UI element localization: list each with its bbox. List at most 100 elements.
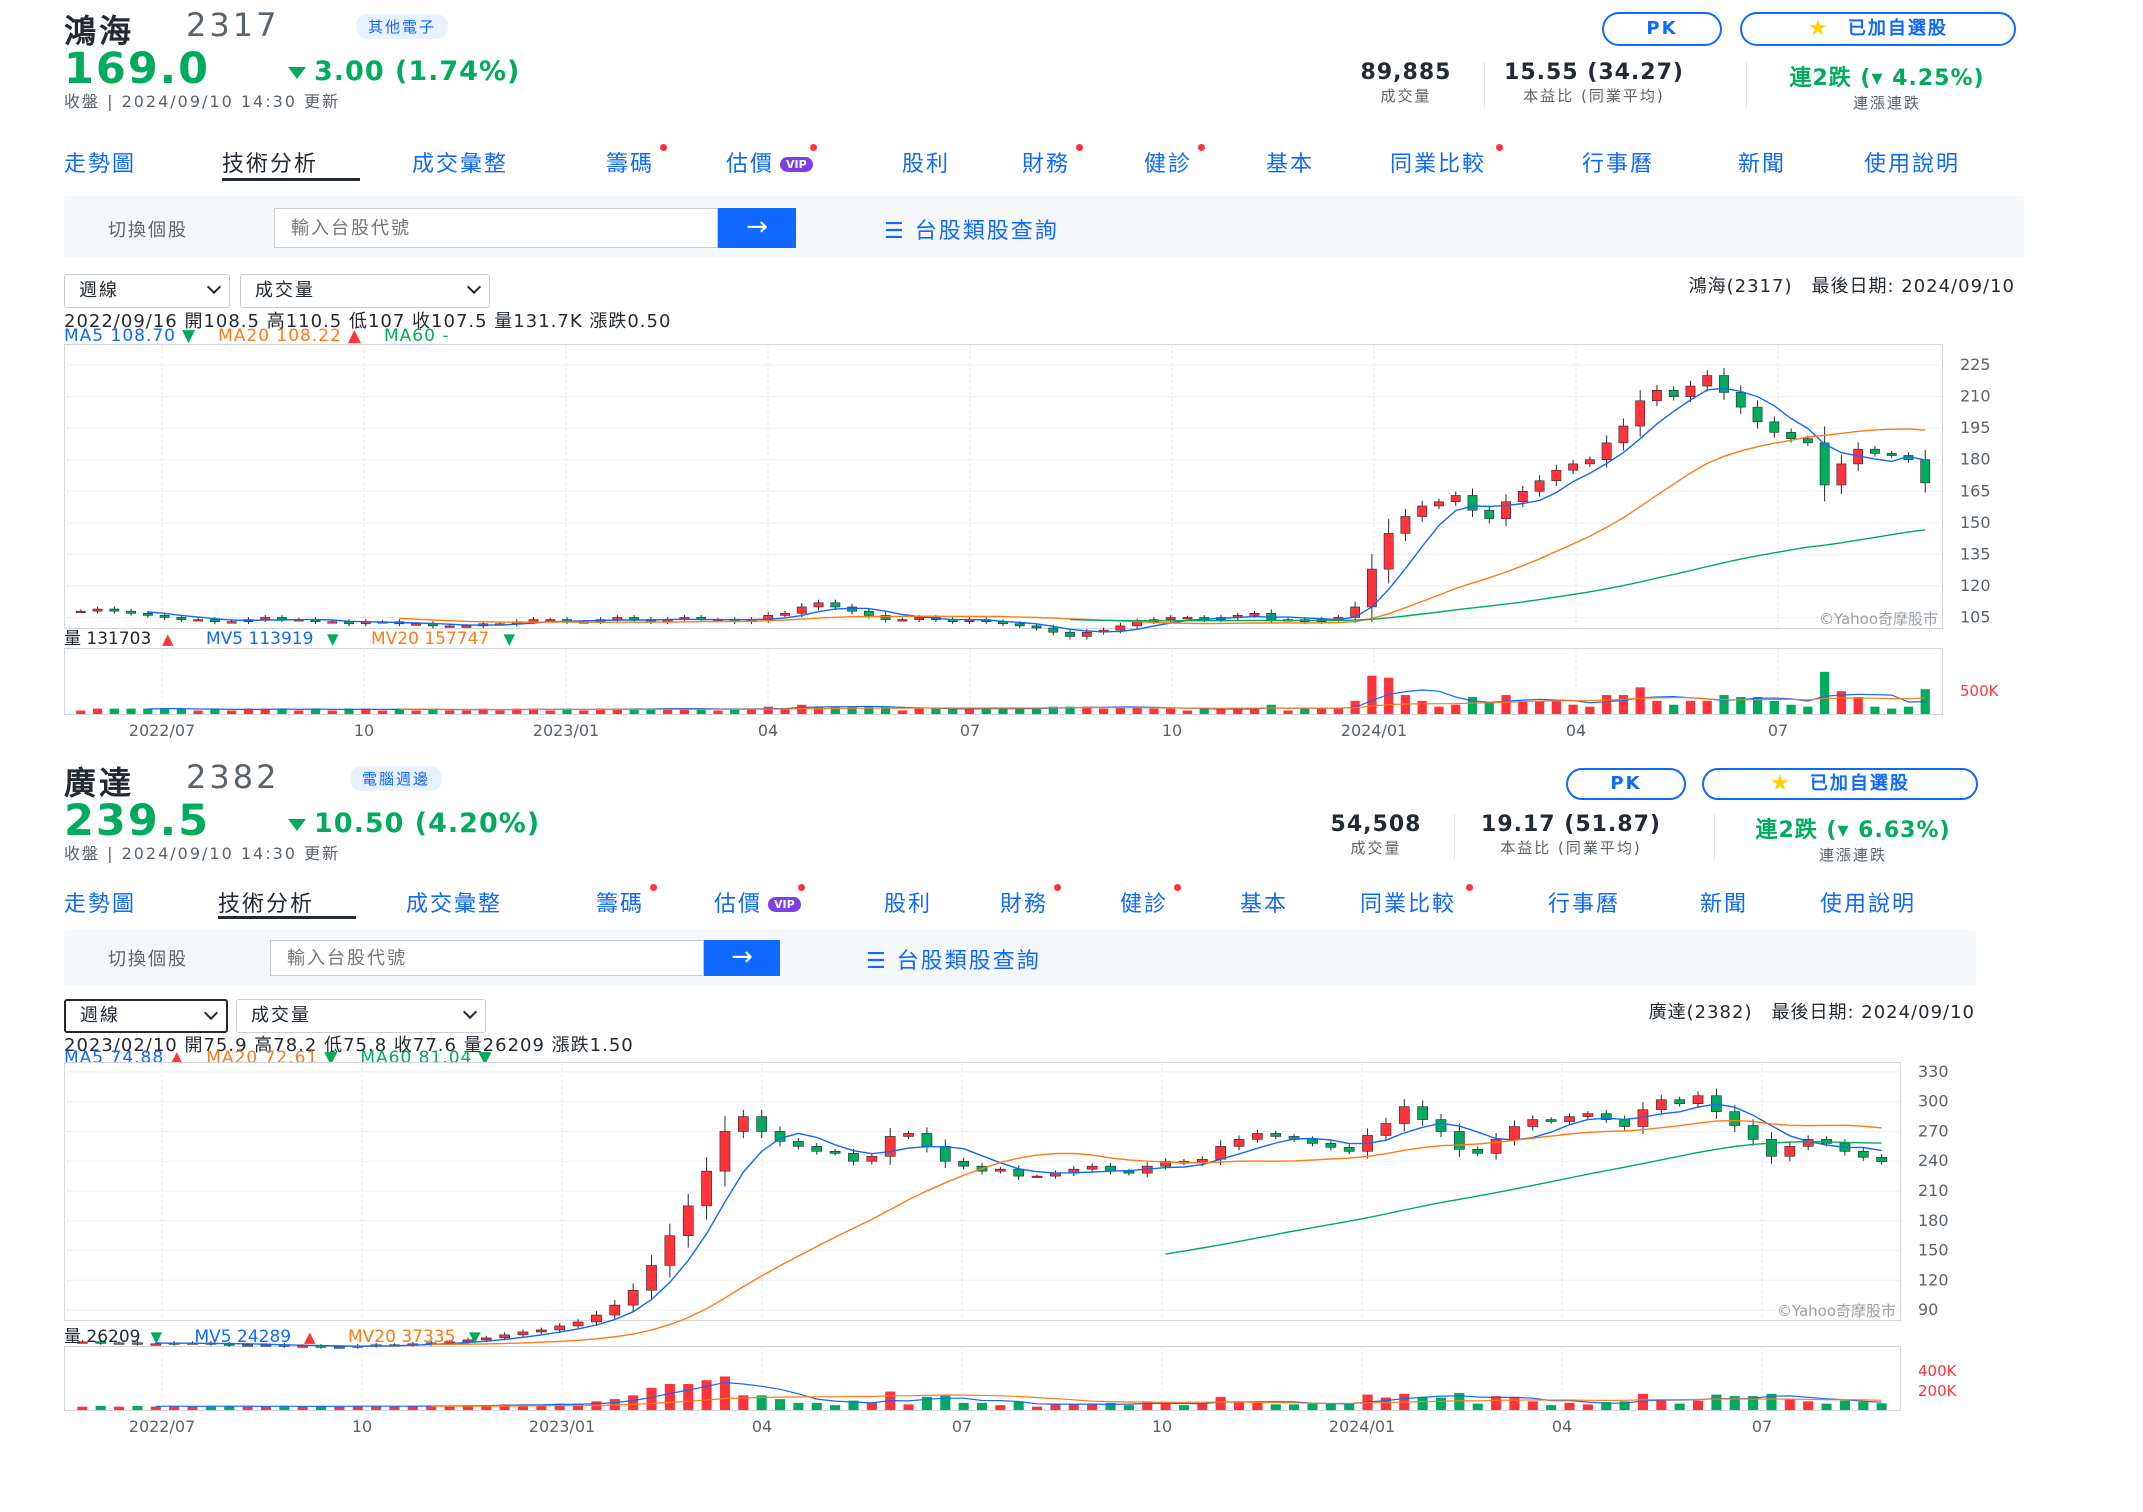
tab-0[interactable]: 走勢圖 <box>64 146 136 178</box>
candle <box>1527 1119 1539 1127</box>
candle <box>1618 425 1629 444</box>
tab-12[interactable]: 使用說明 <box>1864 146 1960 178</box>
tab-11[interactable]: 新聞 <box>1738 146 1786 178</box>
candle <box>1115 625 1126 631</box>
category-badge[interactable]: 其他電子 <box>356 14 449 39</box>
volume-bar <box>612 708 622 714</box>
candle <box>1380 1123 1392 1136</box>
volume-bar <box>444 1405 455 1410</box>
candle <box>1534 480 1545 492</box>
y-tick-label: 120 <box>1960 576 1991 595</box>
volume-bar <box>903 1404 914 1410</box>
candle <box>939 1146 951 1162</box>
candle <box>159 615 170 618</box>
tab-7[interactable]: 健診 <box>1120 886 1168 918</box>
tab-3[interactable]: 籌碼 <box>596 886 644 918</box>
tab-2[interactable]: 成交彙整 <box>412 146 508 178</box>
tab-8[interactable]: 基本 <box>1266 146 1314 178</box>
notification-dot <box>650 884 657 891</box>
tab-10[interactable]: 行事曆 <box>1582 146 1654 178</box>
period-select[interactable]: 週線 <box>64 999 228 1033</box>
watchlist-button[interactable]: ★ 已加自選股 <box>1740 12 2016 46</box>
candle <box>176 617 187 620</box>
search-input[interactable] <box>274 208 718 248</box>
stat-pe-value: 19.17 (51.87) <box>1481 812 1661 837</box>
price-change-text: 10.50 (4.20%) <box>314 808 541 839</box>
category-query-link[interactable]: ☰ 台股類股查詢 <box>866 943 1041 975</box>
search-button[interactable]: → <box>718 208 796 248</box>
tab-label: 基本 <box>1240 892 1289 917</box>
tab-4[interactable]: 估價 VIP <box>726 146 813 178</box>
period-select[interactable]: 週線 <box>64 274 230 308</box>
tab-10[interactable]: 行事曆 <box>1548 886 1620 918</box>
volume-bar <box>713 710 723 714</box>
volume-bar <box>1769 700 1779 714</box>
volume-bar <box>830 1405 841 1410</box>
up-triangle-icon: ▲ <box>347 326 362 346</box>
tab-2[interactable]: 成交彙整 <box>406 886 502 918</box>
candle <box>109 608 120 612</box>
candle <box>737 1116 749 1132</box>
tab-8[interactable]: 基本 <box>1240 886 1288 918</box>
tab-1[interactable]: 技術分析 <box>222 146 318 178</box>
stat-streak-value: 連2跌 (▾ 4.25%) <box>1789 66 1985 91</box>
tab-0[interactable]: 走勢圖 <box>64 886 136 918</box>
volume-bar <box>1454 1393 1465 1410</box>
search-input[interactable] <box>270 940 704 976</box>
tab-label: 技術分析 <box>222 152 319 177</box>
tab-5[interactable]: 股利 <box>884 886 932 918</box>
tab-6[interactable]: 財務 <box>1000 886 1048 918</box>
volume-bar <box>1197 1403 1208 1410</box>
tab-5[interactable]: 股利 <box>902 146 950 178</box>
search-button[interactable]: → <box>704 940 780 976</box>
volume-bar <box>407 1405 418 1410</box>
candle <box>1702 375 1713 387</box>
volume-bar <box>1031 708 1042 714</box>
tab-9[interactable]: 同業比較 <box>1360 886 1456 918</box>
volume-bar <box>1803 1401 1814 1410</box>
candle <box>226 621 237 624</box>
volume-bar <box>1384 677 1394 714</box>
volume-bar <box>193 710 203 714</box>
volume-bar <box>1065 706 1075 714</box>
ma-line <box>431 1119 1882 1345</box>
candle <box>1584 459 1595 465</box>
ohlc-line: 2022/09/16 開108.5 高110.5 低107 收107.5 量13… <box>64 311 672 332</box>
indicator-select[interactable]: 成交量 <box>236 999 486 1033</box>
tab-label: 同業比較 <box>1390 152 1487 177</box>
tab-1[interactable]: 技術分析 <box>218 886 314 918</box>
tab-4[interactable]: 估價 VIP <box>714 886 801 918</box>
tab-9[interactable]: 同業比較 <box>1390 146 1486 178</box>
category-badge[interactable]: 電腦週邊 <box>350 766 443 791</box>
candle <box>1165 617 1176 620</box>
down-triangle-icon: ▼ <box>151 1328 163 1346</box>
volume-bar <box>428 708 438 714</box>
tab-12[interactable]: 使用說明 <box>1820 886 1916 918</box>
category-query-link[interactable]: ☰ 台股類股查詢 <box>884 213 1059 245</box>
volume-bar <box>679 708 690 714</box>
watchlist-button[interactable]: ★ 已加自選股 <box>1702 768 1978 800</box>
price-change: 3.00 (1.74%) <box>288 56 520 87</box>
candle <box>554 1325 566 1331</box>
pk-button[interactable]: PK <box>1602 12 1722 46</box>
x-tick-label: 04 <box>758 721 778 740</box>
pk-button[interactable]: PK <box>1566 768 1686 800</box>
tab-11[interactable]: 新聞 <box>1700 886 1748 918</box>
indicator-select[interactable]: 成交量 <box>240 274 490 308</box>
volume-bar <box>738 1395 749 1410</box>
notification-dot <box>810 144 817 151</box>
tab-3[interactable]: 籌碼 <box>606 146 654 178</box>
candle <box>1031 1175 1043 1178</box>
tab-6[interactable]: 財務 <box>1022 146 1070 178</box>
candle <box>780 612 790 616</box>
y-tick-label: 165 <box>1960 481 1991 500</box>
volume-bar <box>77 1406 88 1410</box>
candle <box>863 610 874 616</box>
y-tick-label: 270 <box>1918 1121 1949 1140</box>
candle <box>1307 1139 1318 1144</box>
tab-7[interactable]: 健診 <box>1144 146 1192 178</box>
tab-label: 技術分析 <box>218 892 315 917</box>
volume-bar <box>210 708 220 714</box>
list-icon: ☰ <box>866 949 897 974</box>
chart-title: 廣達(2382) 最後日期: 2024/09/10 <box>1648 1002 1975 1023</box>
